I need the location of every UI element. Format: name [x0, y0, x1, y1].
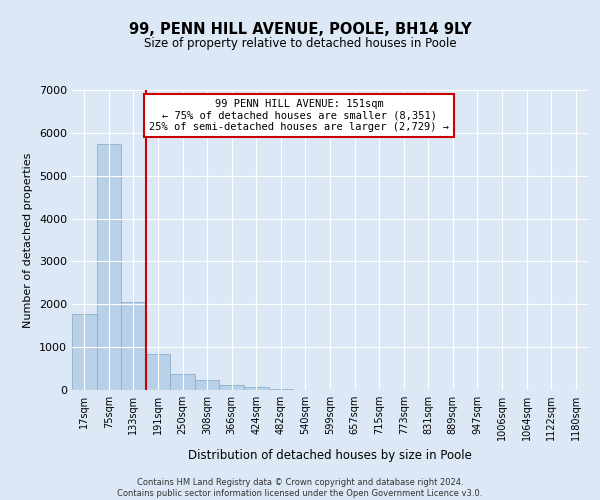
Bar	[220, 386, 244, 390]
Bar	[269, 388, 293, 390]
Bar	[121, 302, 146, 390]
Bar	[244, 388, 269, 390]
Text: Size of property relative to detached houses in Poole: Size of property relative to detached ho…	[143, 38, 457, 51]
Text: Contains HM Land Registry data © Crown copyright and database right 2024.
Contai: Contains HM Land Registry data © Crown c…	[118, 478, 482, 498]
X-axis label: Distribution of detached houses by size in Poole: Distribution of detached houses by size …	[188, 448, 472, 462]
Bar	[97, 144, 121, 390]
Bar	[195, 380, 220, 390]
Y-axis label: Number of detached properties: Number of detached properties	[23, 152, 34, 328]
Text: 99, PENN HILL AVENUE, POOLE, BH14 9LY: 99, PENN HILL AVENUE, POOLE, BH14 9LY	[128, 22, 472, 38]
Bar	[72, 314, 97, 390]
Bar	[146, 354, 170, 390]
Text: 99 PENN HILL AVENUE: 151sqm
← 75% of detached houses are smaller (8,351)
25% of : 99 PENN HILL AVENUE: 151sqm ← 75% of det…	[149, 99, 449, 132]
Bar	[170, 374, 195, 390]
